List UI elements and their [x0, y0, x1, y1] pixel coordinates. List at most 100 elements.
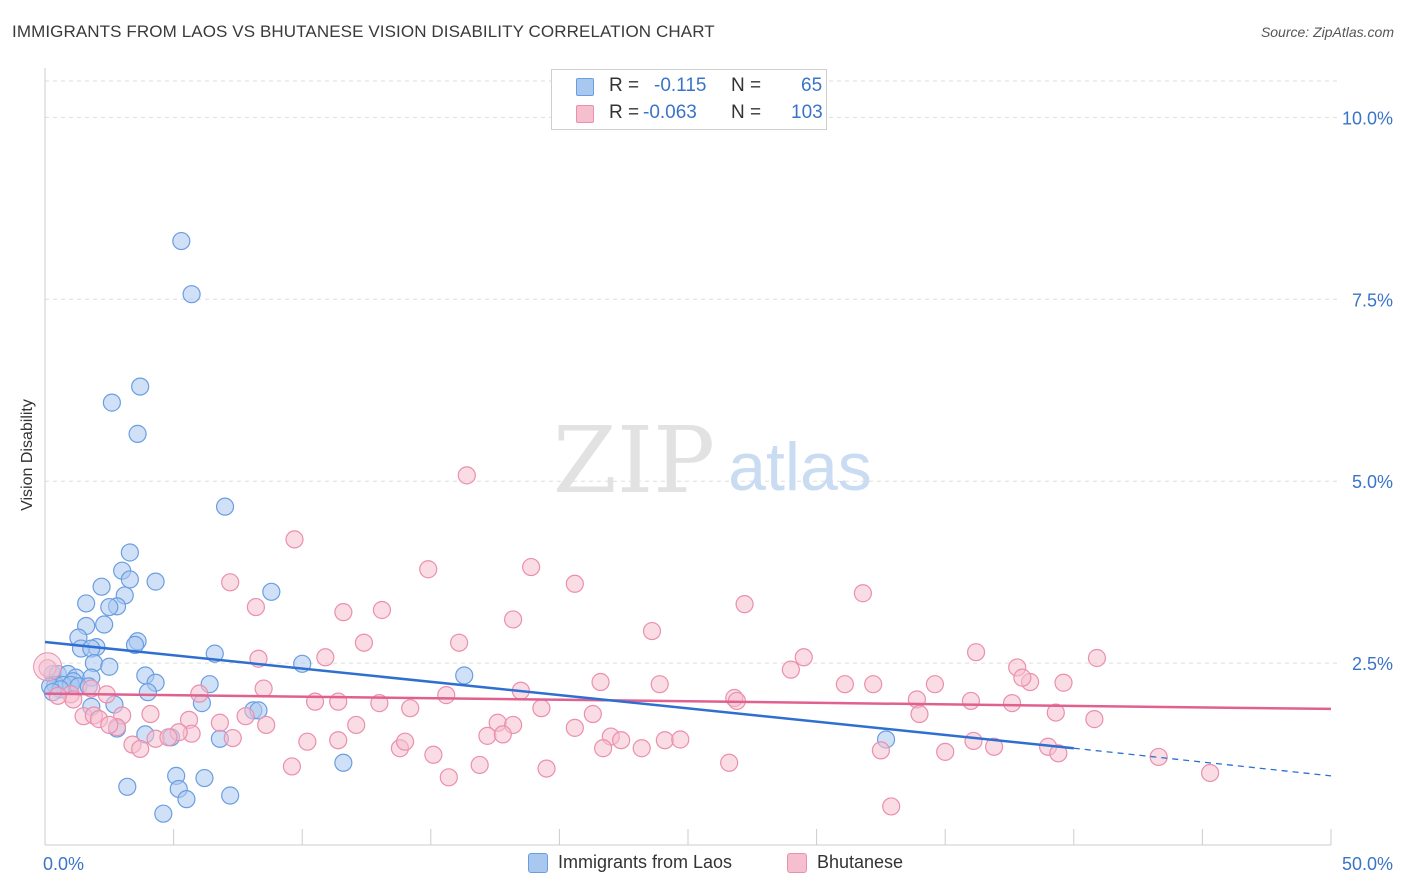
laos-point [215, 497, 235, 516]
bhutanese-point [671, 730, 690, 749]
bhutanese-point [1201, 763, 1220, 783]
bhutanese-point [347, 715, 366, 735]
bhutanese-point [141, 704, 160, 724]
legend-r-label: R = [609, 102, 640, 123]
laos-point [92, 577, 111, 596]
laos-point [95, 615, 114, 634]
bhutanese-point [632, 739, 651, 758]
bhutanese-point [372, 600, 392, 620]
bhutanese-point [354, 633, 374, 652]
bhutanese-point [1049, 744, 1068, 763]
bhutanese-point [254, 679, 273, 698]
bhutanese-point [221, 573, 240, 592]
bhutanese-point [316, 648, 335, 667]
source-credit: Source: ZipAtlas.com [1260, 24, 1394, 40]
bottom-legend-swatch-bhutanese [787, 853, 807, 873]
series-bhutanese-points [33, 466, 1220, 816]
bhutanese-point [1085, 710, 1104, 729]
trend-lines [44, 640, 1332, 777]
bottom-legend-label-laos: Immigrants from Laos [558, 852, 733, 872]
watermark-zip: ZIP [553, 407, 715, 514]
legend-n-label: N = [731, 102, 762, 123]
bhutanese-point [1002, 694, 1022, 713]
bhutanese-point [470, 755, 489, 775]
bhutanese-point [650, 675, 669, 694]
bhutanese-point [961, 691, 981, 711]
bhutanese-point [1046, 703, 1065, 722]
y-tick-label: 2.5% [1352, 654, 1393, 674]
trendline-bhutanese [44, 692, 1332, 711]
laos-point [100, 597, 119, 617]
bhutanese-point [282, 757, 302, 776]
legend-n-value: 65 [801, 75, 823, 96]
laos-point [120, 570, 139, 589]
laos-point [177, 790, 196, 809]
bottom-legend-swatch-laos [528, 853, 548, 873]
bhutanese-point [794, 648, 813, 667]
bhutanese-point [159, 728, 178, 747]
bhutanese-point [236, 707, 255, 726]
bhutanese-point [257, 715, 276, 735]
bhutanese-point [532, 699, 551, 718]
y-tick-label: 7.5% [1352, 290, 1393, 310]
laos-point [182, 285, 201, 304]
laos-point [455, 666, 474, 685]
chart-title: IMMIGRANTS FROM LAOS VS BHUTANESE VISION… [12, 22, 715, 41]
y-tick-label: 5.0% [1352, 472, 1393, 492]
bhutanese-point [334, 603, 353, 622]
laos-point [138, 683, 157, 702]
bhutanese-point [437, 686, 456, 705]
bhutanese-point [478, 726, 497, 745]
bhutanese-point [910, 704, 929, 724]
bhutanese-point [864, 675, 883, 694]
bhutanese-point [504, 610, 523, 629]
legend-n-label: N = [731, 75, 762, 96]
laos-point [172, 231, 191, 251]
bhutanese-point [583, 704, 602, 724]
bhutanese-point [131, 739, 150, 759]
laos-point [120, 543, 139, 562]
bhutanese-point [298, 732, 317, 751]
laos-point [146, 572, 165, 591]
laos-point [195, 768, 214, 788]
bhutanese-point [984, 737, 1004, 756]
bhutanese-point [591, 672, 610, 692]
bhutanese-point [853, 584, 872, 603]
tick-labels: 2.5% 5.0% 7.5% 10.0% 0.0% 50.0% [43, 108, 1393, 874]
bhutanese-point [493, 725, 512, 744]
laos-point [154, 804, 173, 823]
legend-r-value: -0.115 [654, 75, 707, 96]
bhutanese-point [285, 530, 304, 549]
bhutanese-point [537, 759, 556, 778]
bhutanese-point [781, 660, 800, 679]
legend-n-value: 103 [791, 102, 823, 123]
stats-legend: R = -0.115 N = 65 R = -0.063 N = 103 [551, 69, 827, 130]
bhutanese-point [594, 739, 613, 758]
bhutanese-point [457, 466, 476, 485]
bhutanese-point [642, 621, 662, 641]
bhutanese-point [246, 597, 266, 617]
bhutanese-point [565, 574, 584, 593]
laos-point [131, 377, 150, 396]
x-tick-label-max: 50.0% [1342, 854, 1393, 874]
bhutanese-point [925, 675, 945, 694]
bhutanese-point [401, 699, 420, 718]
bottom-legend-label-bhutanese: Bhutanese [817, 852, 904, 872]
laos-point [262, 582, 281, 601]
bhutanese-point [223, 728, 242, 748]
bhutanese-point [964, 731, 983, 751]
legend-r-value: -0.063 [643, 102, 697, 123]
watermark-atlas: atlas [728, 429, 872, 505]
bhutanese-point [424, 745, 443, 764]
laos-point [221, 786, 240, 805]
grid-lines [45, 80, 1341, 664]
bhutanese-point [419, 560, 438, 579]
bhutanese-point [835, 675, 854, 694]
bhutanese-point [966, 643, 986, 662]
laos-point [118, 777, 137, 796]
bhutanese-point [329, 692, 348, 711]
bhutanese-point [48, 686, 67, 705]
bhutanese-point [1149, 747, 1168, 767]
axes [44, 68, 1332, 846]
